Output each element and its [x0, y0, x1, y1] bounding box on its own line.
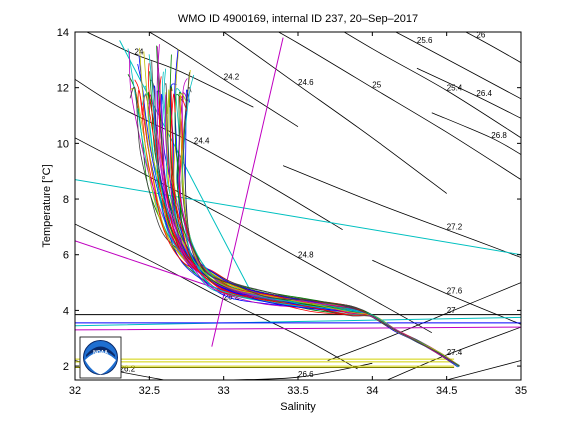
density-contour-24	[85, 32, 254, 108]
density-contour-label: 27.2	[447, 223, 463, 232]
y-tick-label: 2	[63, 361, 69, 373]
density-contour-label: 25	[372, 81, 381, 90]
chart-title: WMO ID 4900169, internal ID 237, 20–Sep–…	[178, 13, 418, 25]
density-contour-26	[464, 32, 521, 63]
density-contour-label: 26.2	[120, 365, 136, 374]
profile-line	[165, 94, 460, 367]
density-contour-label: 24.2	[224, 72, 240, 81]
profile-line	[144, 85, 460, 368]
x-tick-label: 34.5	[436, 385, 457, 397]
density-contour-25	[277, 32, 521, 180]
y-tick-label: 14	[57, 27, 69, 39]
density-contour-labels: 24 24.2 24.4 24.6 24.8 25 25.2 25.4 25.6 26 26.2 26…	[120, 31, 537, 379]
profile-line	[156, 90, 460, 367]
density-contour-label: 25.2	[224, 292, 240, 301]
density-contour-label: 24.8	[298, 251, 314, 260]
y-tick-label: 6	[63, 250, 69, 262]
y-tick-label: 12	[57, 83, 69, 95]
reference-line	[75, 326, 521, 331]
y-tick-label: 4	[63, 305, 69, 317]
profile-line	[174, 93, 459, 366]
density-contour-27.4	[387, 326, 521, 380]
profile-line	[183, 87, 460, 367]
density-contour-label: 27.6	[447, 287, 463, 296]
density-contour-27.6	[372, 259, 521, 325]
y-axis-label: Temperature [°C]	[41, 164, 53, 247]
profile-line	[161, 93, 458, 368]
density-contour-24.8	[75, 137, 432, 334]
reference-line	[119, 40, 254, 297]
profile-line	[165, 92, 459, 367]
x-tick-label: 34	[366, 385, 378, 397]
x-axis: 32 32.5 33 33.5 34 34.5 35	[69, 32, 527, 397]
profile-line	[148, 54, 459, 366]
density-contour-label: 25.4	[447, 84, 463, 93]
y-tick-label: 10	[57, 138, 69, 150]
profile-line	[142, 94, 460, 367]
x-tick-label: 32	[69, 385, 81, 397]
density-contour-label: 24.6	[298, 78, 314, 87]
profile-line	[175, 88, 459, 368]
reference-line	[211, 37, 284, 347]
density-contour-27.2	[282, 165, 521, 258]
density-contour-label: 25.6	[417, 36, 433, 45]
density-contour-24.4	[75, 78, 343, 231]
density-contour-26.4	[416, 67, 521, 119]
x-tick-label: 33	[218, 385, 230, 397]
x-tick-label: 33.5	[287, 385, 308, 397]
density-contour-label: 26.4	[476, 89, 492, 98]
density-contour-26.8	[431, 112, 521, 155]
density-contour-label: 24	[135, 47, 144, 56]
reference-line	[75, 316, 521, 327]
profile-line	[169, 83, 458, 368]
profile-line	[141, 93, 460, 366]
density-contour-24.6	[222, 32, 447, 194]
profile-line	[170, 93, 459, 367]
density-contour-27.8	[446, 360, 521, 380]
density-contour-25.2	[75, 223, 358, 370]
profile-line	[170, 85, 459, 367]
profile-line	[147, 91, 459, 367]
profile-line	[157, 90, 458, 367]
x-tick-label: 32.5	[139, 385, 160, 397]
density-contour-label: 26.8	[491, 131, 507, 140]
profile-line	[178, 95, 459, 366]
x-axis-label: Salinity	[280, 401, 316, 413]
density-contour-label: 26.6	[298, 370, 314, 379]
density-contour-label: 27.4	[447, 348, 463, 357]
density-contour-24.2	[148, 32, 299, 128]
reference-line	[75, 179, 521, 256]
x-tick-label: 35	[515, 385, 527, 397]
density-contour-label: 24.4	[194, 136, 210, 145]
density-contour-25.4	[343, 32, 521, 139]
profile-line	[157, 46, 459, 367]
density-contour-label: 26	[476, 31, 485, 40]
profile-line	[184, 89, 458, 367]
profile-line	[147, 63, 459, 367]
density-contour-27	[327, 282, 521, 361]
profile-line	[170, 88, 458, 367]
profile-line	[167, 89, 458, 366]
profile-line	[176, 91, 458, 366]
density-contour-label: 27.8	[521, 354, 537, 363]
density-contour-label: 27	[447, 306, 456, 315]
profile-line	[143, 51, 460, 367]
reference-line	[75, 240, 224, 292]
profile-line	[178, 91, 459, 367]
logo-text: NOAA	[93, 350, 108, 356]
profile-line	[156, 44, 458, 368]
y-tick-label: 8	[63, 194, 69, 206]
profile-line	[156, 45, 458, 368]
noaa-logo: NOAA	[79, 336, 122, 379]
profile-line	[178, 78, 460, 367]
profile-series	[127, 44, 460, 368]
density-contour-25.6	[394, 32, 521, 100]
